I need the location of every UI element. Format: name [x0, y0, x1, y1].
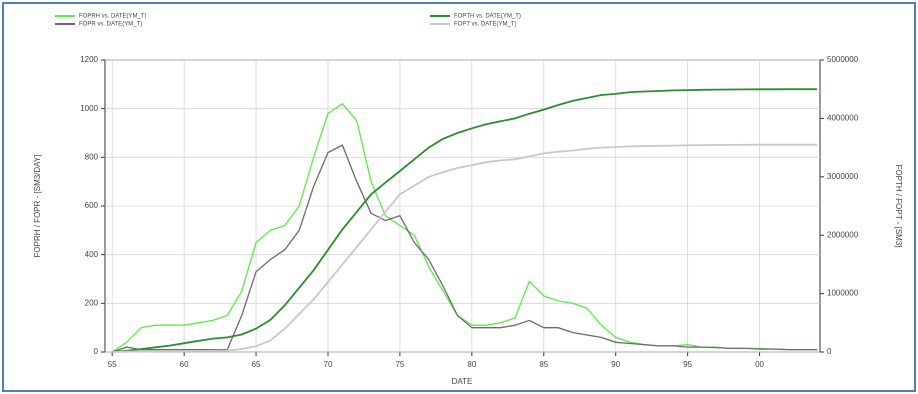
legend-label: FOPTH vs. DATE(YM_T) — [454, 14, 521, 20]
legend-label: FOPRH vs. DATE(YM_T) — [79, 14, 147, 20]
legend-label: FOPR vs. DATE(YM_T) — [79, 22, 142, 28]
x-tick-label: 65 — [252, 360, 261, 369]
series-line — [111, 144, 818, 353]
x-tick-label: 55 — [108, 360, 117, 369]
y2-tick-label: 5000000 — [827, 55, 859, 64]
y-tick-label: 1000 — [80, 104, 98, 113]
y-tick-label: 1200 — [80, 55, 98, 64]
legend-label: FOPT vs. DATE(YM_T) — [454, 22, 516, 28]
y-tick-label: 800 — [85, 152, 99, 161]
x-tick-label: 85 — [539, 360, 548, 369]
y-tick-label: 400 — [85, 250, 99, 259]
y-tick-label: 200 — [85, 298, 99, 307]
x-tick-label: 75 — [395, 360, 404, 369]
y-tick-label: 0 — [94, 347, 99, 356]
y2-tick-label: 1000000 — [827, 289, 859, 298]
y-tick-label: 600 — [85, 201, 99, 210]
series-line — [112, 143, 818, 353]
x-tick-label: 80 — [467, 360, 476, 369]
y2-tick-label: 3000000 — [827, 172, 859, 181]
x-tick-label: 70 — [324, 360, 333, 369]
series-line — [112, 88, 818, 353]
y2-tick-label: 2000000 — [827, 230, 859, 239]
x-tick-label: 00 — [755, 360, 764, 369]
y2-tick-label: 4000000 — [827, 114, 859, 123]
y2-axis-label: FOPTH / FOPT - [SM3] — [894, 165, 903, 248]
x-tick-label: 95 — [683, 360, 692, 369]
y-axis-label: FOPRH / FOPR - [SM3/DAY] — [33, 155, 42, 258]
x-tick-label: 90 — [611, 360, 620, 369]
x-axis-label: DATE — [452, 377, 473, 386]
y2-tick-label: 0 — [827, 347, 832, 356]
x-tick-label: 60 — [180, 360, 189, 369]
